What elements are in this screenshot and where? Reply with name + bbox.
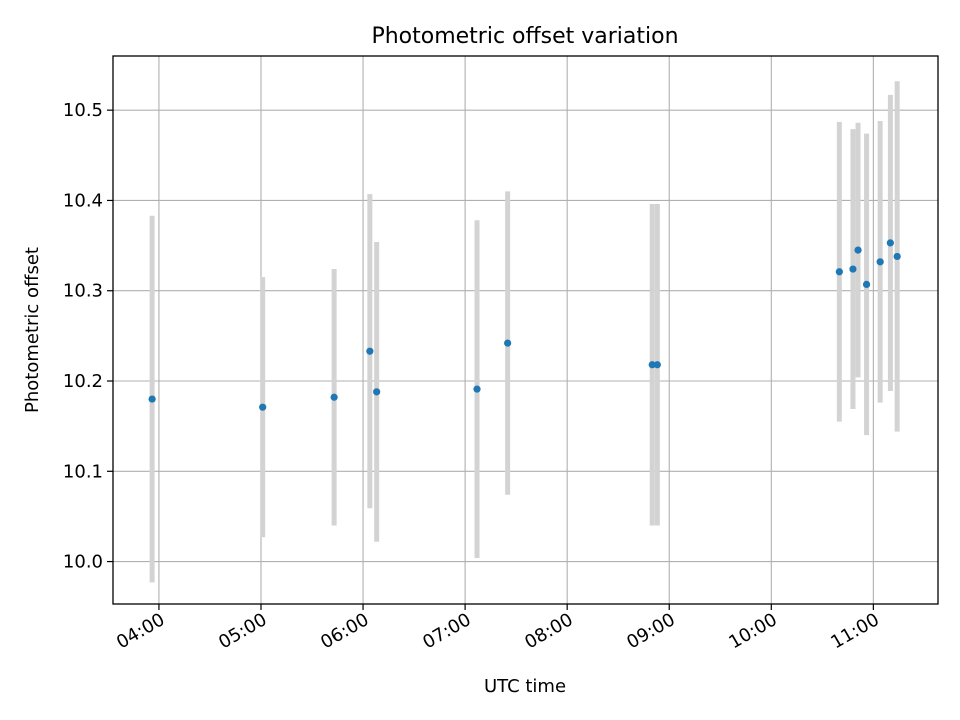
x-tick-label: 11:00 [827,609,882,653]
plot-frame [112,55,939,605]
y-tick-label: 10.4 [63,190,103,211]
data-point [876,258,884,266]
data-point [259,403,267,411]
x-tick-label: 08:00 [521,609,576,653]
y-tick-label: 10.1 [63,461,103,482]
y-tick-label: 10.2 [63,371,103,392]
data-point [862,280,871,289]
x-axis-ticks: 04:00 05:00 06:00 07:00 08:00 09:00 10:00 11:00 [113,604,883,653]
data-point [473,385,481,393]
errorbars [149,81,900,583]
data-point [653,361,661,369]
x-tick-label: 10:00 [725,609,780,653]
data-point [849,265,857,273]
data-point [893,252,901,261]
x-axis-label: UTC time [484,676,566,697]
data-point [835,268,843,276]
data-points [148,239,901,411]
y-axis-ticks: 10.0 10.1 10.2 10.3 10.4 10.5 [63,100,113,573]
data-point [648,361,656,369]
x-tick-label: 05:00 [215,609,270,653]
y-tick-label: 10.5 [63,100,103,121]
y-axis-label: Photometric offset [22,247,43,413]
x-tick-label: 04:00 [113,609,168,653]
y-tick-label: 10.0 [63,552,103,573]
x-tick-label: 09:00 [623,609,678,653]
grid [113,56,938,604]
chart-title: Photometric offset variation [371,24,678,49]
data-point [854,246,862,254]
x-tick-label: 06:00 [317,609,372,653]
data-point [373,388,381,396]
y-tick-label: 10.3 [63,281,103,302]
data-point [366,347,374,355]
x-tick-label: 07:00 [419,609,474,653]
data-point [886,239,894,247]
data-point [330,393,338,401]
data-point [504,339,512,347]
data-point [148,395,156,403]
